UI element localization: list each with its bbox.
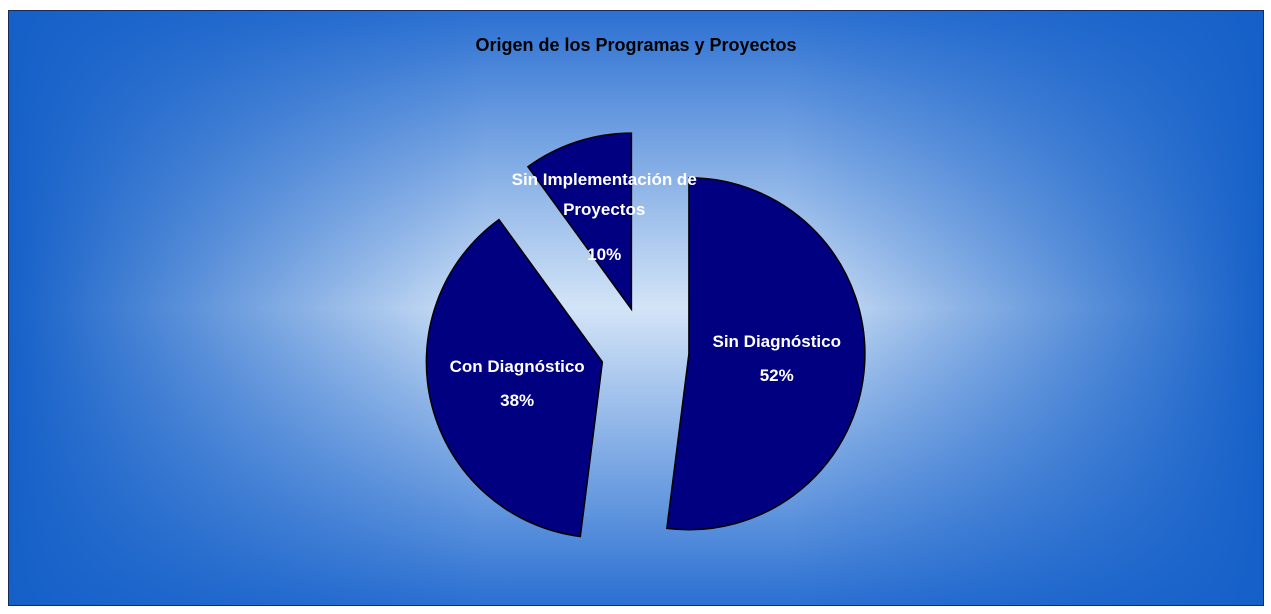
slice-value-label: 38% (500, 390, 535, 410)
slice-label: Sin Implementación de Proyectos (511, 170, 697, 220)
chart-title: Origen de los Programas y Proyectos (475, 35, 797, 55)
chart (425, 132, 866, 538)
pie-slice (666, 177, 866, 531)
pie-slice (526, 132, 633, 312)
slice-value-label: 52% (759, 366, 794, 386)
slice-value-label: 10% (587, 245, 622, 265)
chart-frame: Origen de los Programas y Proyectos Sin … (8, 10, 1264, 606)
pie-slice (425, 218, 604, 538)
slice-label: Sin Diagnóstico (712, 332, 841, 352)
slice-label: Con Diagnóstico (449, 356, 585, 376)
